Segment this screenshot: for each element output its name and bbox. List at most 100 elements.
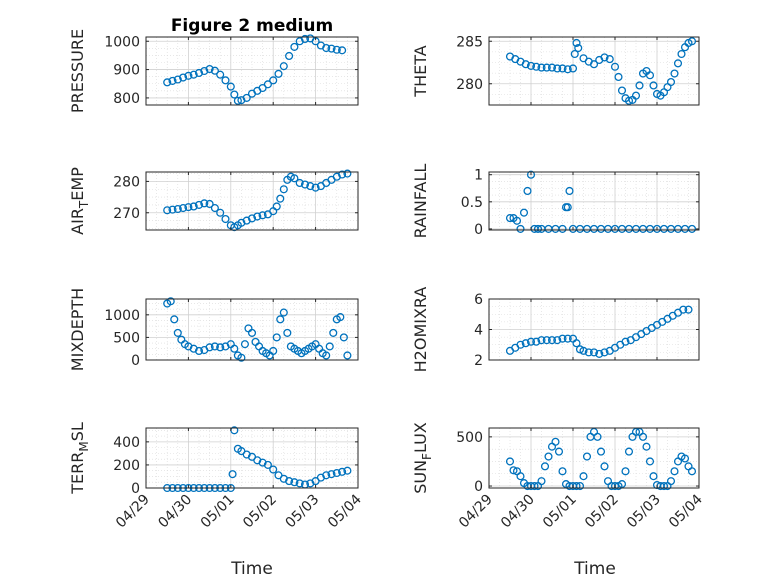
data-point: [194, 68, 204, 78]
data-point: [216, 343, 225, 352]
data-point: [542, 63, 551, 72]
data-point: [526, 170, 536, 179]
data-point: [638, 432, 648, 441]
data-point: [542, 336, 551, 345]
data-point: [670, 69, 679, 78]
data-point: [505, 457, 515, 466]
data-point: [295, 479, 304, 488]
data-point: [610, 481, 620, 491]
data-point: [230, 90, 239, 99]
data-point: [290, 478, 299, 487]
data-point: [285, 477, 294, 486]
y-tick-label: 280: [456, 77, 483, 93]
data-point: [600, 53, 609, 62]
data-point: [677, 49, 686, 59]
data-point: [565, 186, 574, 196]
data-point: [336, 313, 345, 322]
data-point: [253, 212, 262, 221]
data-point: [526, 337, 536, 346]
y-tick-label: 0.5: [461, 195, 483, 211]
data-point: [269, 465, 278, 474]
data-point: [343, 351, 352, 360]
data-point: [240, 340, 249, 349]
data-point: [649, 472, 658, 481]
data-point: [516, 224, 525, 233]
subplot-2: 280 285 THETA: [411, 34, 700, 106]
data-point: [645, 71, 655, 80]
data-point: [532, 62, 541, 71]
data-point: [621, 467, 630, 476]
y-tick-label: 6: [474, 292, 483, 308]
subplot-6: 2 4 6 H2OMIXRA: [411, 287, 700, 372]
data-point: [279, 185, 288, 194]
data-point: [574, 43, 583, 53]
data-point: [547, 336, 557, 345]
data-point: [593, 432, 602, 441]
data-point: [237, 218, 246, 227]
data-point: [614, 72, 623, 81]
data-point: [189, 70, 198, 79]
data-point: [168, 205, 177, 214]
data-point: [600, 462, 609, 471]
data-point: [300, 180, 310, 189]
y-axis-label: TERRMSL: [68, 422, 91, 495]
data-point: [247, 328, 257, 337]
data-point: [263, 80, 272, 89]
data-point: [327, 470, 336, 479]
data-point: [269, 76, 278, 85]
data-point: [205, 64, 214, 74]
y-tick-label: 280: [113, 174, 140, 190]
data-point: [679, 305, 688, 314]
data-point: [537, 336, 546, 345]
data-point: [659, 481, 669, 491]
data-point: [173, 328, 182, 337]
data-point: [306, 182, 315, 191]
data-point: [600, 348, 609, 357]
data-point: [247, 214, 257, 223]
data-point: [205, 199, 214, 209]
data-point: [166, 297, 175, 306]
data-point: [179, 73, 188, 82]
data-point: [617, 480, 627, 489]
data-point: [216, 208, 225, 217]
data-point: [575, 481, 585, 491]
data-point: [300, 34, 310, 44]
y-tick-label: 4: [474, 323, 483, 339]
data-point: [163, 206, 172, 215]
data-point: [237, 353, 246, 362]
data-point: [258, 83, 267, 93]
data-point: [221, 76, 230, 85]
data-point: [547, 63, 557, 72]
y-tick-label: 400: [113, 435, 140, 451]
data-point: [516, 472, 525, 481]
data-point: [279, 308, 288, 317]
data-point: [532, 337, 541, 346]
data-point: [194, 346, 204, 356]
data-point: [512, 216, 522, 225]
data-point: [579, 472, 588, 481]
data-point: [205, 343, 214, 352]
data-point: [230, 344, 239, 353]
y-axis-label: PRESSURE: [68, 29, 87, 113]
data-point: [338, 170, 347, 179]
data-point: [584, 348, 593, 357]
data-point: [509, 466, 518, 475]
data-point: [666, 78, 676, 87]
data-point: [563, 203, 572, 212]
data-point: [322, 471, 331, 480]
y-tick-label: 0: [474, 222, 483, 238]
data-point: [325, 342, 334, 351]
data-point: [687, 467, 697, 476]
data-point: [551, 437, 560, 446]
axes-box: [488, 36, 700, 106]
axes-box: [488, 427, 700, 489]
data-point: [189, 202, 198, 211]
data-point: [537, 477, 546, 486]
data-point: [179, 204, 188, 213]
data-point: [311, 183, 320, 192]
data-point: [589, 348, 599, 357]
data-point: [595, 349, 604, 358]
data-point: [617, 86, 627, 95]
data-point: [173, 204, 182, 214]
data-point: [194, 200, 204, 209]
